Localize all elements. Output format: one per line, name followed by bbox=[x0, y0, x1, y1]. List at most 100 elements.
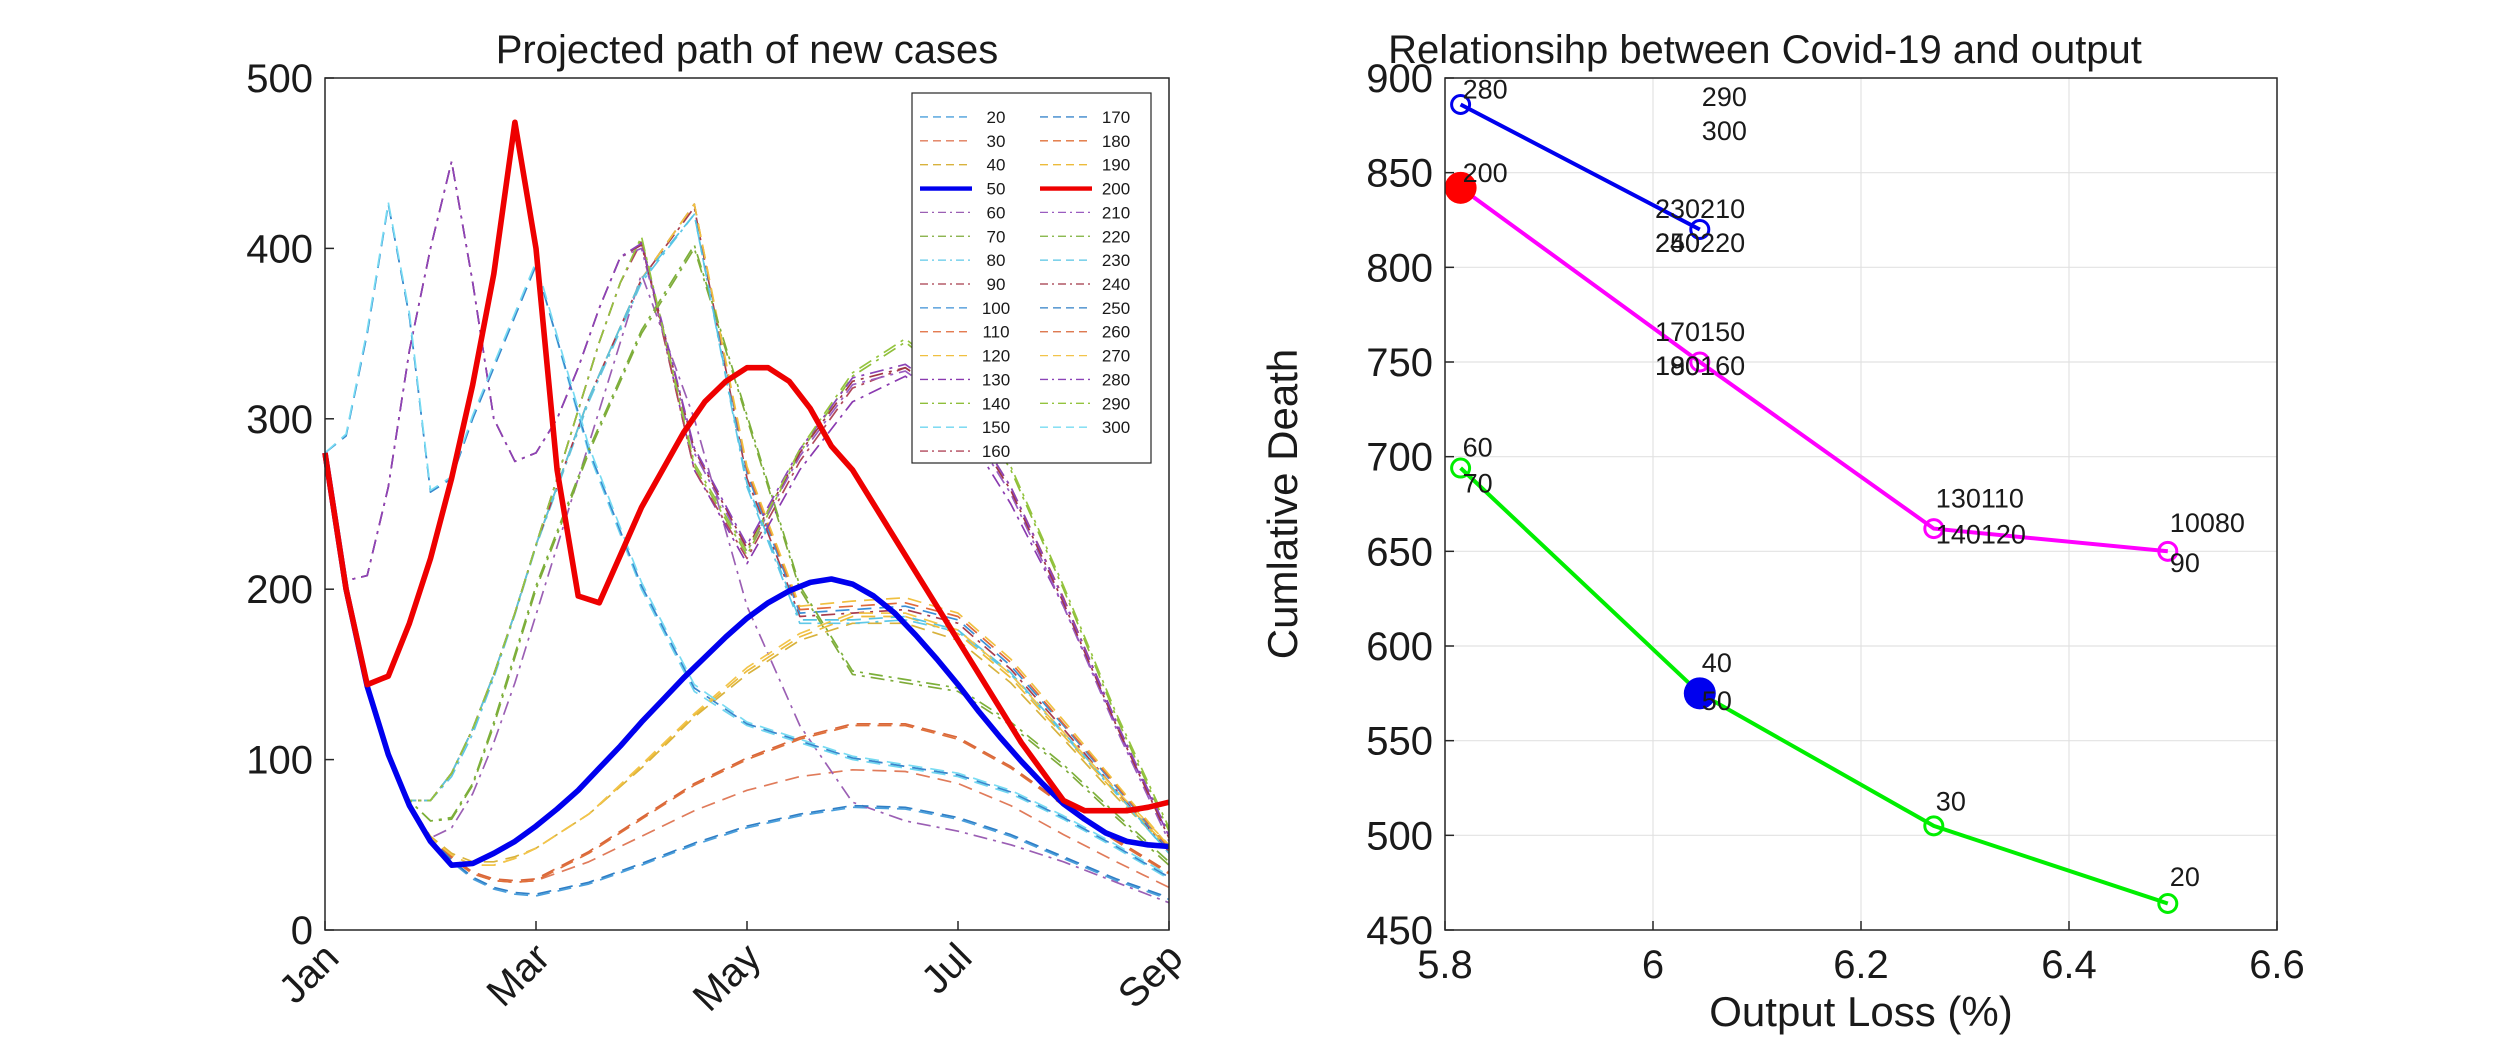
point-label: 10080 bbox=[2170, 508, 2245, 538]
y-tick-label: 450 bbox=[1366, 909, 1433, 953]
series-line-80 bbox=[324, 213, 1170, 854]
legend-label-190: 190 bbox=[1102, 156, 1130, 175]
legend-label-110: 110 bbox=[982, 323, 1009, 342]
legend-label-60: 60 bbox=[987, 203, 1006, 222]
point-label: 250 bbox=[1655, 228, 1700, 258]
point-label: 140120 bbox=[1936, 519, 2026, 549]
x-tick-label: 6.6 bbox=[2249, 943, 2305, 987]
series-line-0 bbox=[1459, 102, 1701, 232]
y-tick-label: 800 bbox=[1366, 246, 1433, 290]
point-label: 50 bbox=[1702, 686, 1732, 716]
legend-label-70: 70 bbox=[987, 227, 1006, 246]
legend-label-150: 150 bbox=[982, 418, 1010, 437]
series-line-50 bbox=[322, 452, 1170, 869]
point-label: 230210 bbox=[1655, 194, 1745, 224]
right-chart-title: Relationsihp between Covid-19 and output bbox=[1388, 28, 2142, 72]
series-marker-2 bbox=[2157, 892, 2179, 914]
series-marker-0 bbox=[1450, 94, 1472, 116]
series-marker-1 bbox=[1689, 351, 1711, 373]
y-tick-label: 850 bbox=[1366, 152, 1433, 196]
series-line-220 bbox=[324, 244, 1170, 863]
point-label: 300 bbox=[1702, 116, 1747, 146]
legend-box bbox=[911, 92, 1152, 464]
point-label: 240220 bbox=[1655, 228, 1745, 258]
x-tick-label: 6.4 bbox=[2041, 943, 2097, 987]
legend-label-240: 240 bbox=[1102, 275, 1130, 294]
x-tick-label: 6.2 bbox=[1833, 943, 1889, 987]
series-marker-1 bbox=[2157, 540, 2179, 562]
series-line-2 bbox=[1459, 466, 2169, 906]
legend-label-270: 270 bbox=[1102, 347, 1130, 366]
legend-label-230: 230 bbox=[1102, 251, 1130, 270]
series-line-300 bbox=[324, 201, 1170, 877]
y-tick-label: 300 bbox=[246, 398, 313, 442]
series-line-70 bbox=[324, 247, 1170, 866]
legend-label-300: 300 bbox=[1102, 418, 1130, 437]
point-label: 60 bbox=[1463, 432, 1493, 462]
y-tick-label: 500 bbox=[1366, 814, 1433, 858]
legend-label-180: 180 bbox=[1102, 132, 1130, 151]
point-label: 20 bbox=[2170, 862, 2200, 892]
y-tick-label: 700 bbox=[1366, 436, 1433, 480]
highlight-point bbox=[1444, 171, 1477, 204]
y-tick-label: 600 bbox=[1366, 625, 1433, 669]
legend-label-260: 260 bbox=[1102, 323, 1130, 342]
legend-label-210: 210 bbox=[1102, 203, 1130, 222]
point-label: 130110 bbox=[1936, 483, 2024, 513]
legend-label-80: 80 bbox=[987, 251, 1006, 270]
legend-label-290: 290 bbox=[1102, 394, 1130, 413]
right-series-points bbox=[1444, 94, 2179, 914]
y-tick-label: 650 bbox=[1366, 530, 1433, 574]
legend-label-250: 250 bbox=[1102, 299, 1130, 318]
legend-label-90: 90 bbox=[987, 275, 1006, 294]
series-line-20 bbox=[324, 452, 1170, 901]
y-tick-label: 400 bbox=[246, 227, 313, 271]
x-tick-label: 6 bbox=[1642, 943, 1664, 987]
point-label: 200 bbox=[1463, 158, 1508, 188]
legend-label-30: 30 bbox=[987, 132, 1006, 151]
point-label: 40 bbox=[1702, 648, 1732, 678]
legend-label-20: 20 bbox=[987, 108, 1006, 127]
series-marker-0 bbox=[1689, 218, 1711, 240]
legend-label-170: 170 bbox=[1102, 108, 1130, 127]
legend-label-50: 50 bbox=[987, 180, 1006, 199]
legend-label-40: 40 bbox=[987, 156, 1006, 175]
y-tick-label: 100 bbox=[246, 739, 313, 783]
series-marker-1 bbox=[1923, 518, 1945, 540]
legend-label-280: 280 bbox=[1102, 370, 1130, 389]
y-tick-label: 500 bbox=[246, 57, 313, 101]
x-tick-label: 5.8 bbox=[1417, 943, 1473, 987]
point-label: 90 bbox=[2170, 548, 2200, 578]
series-line-200 bbox=[322, 119, 1170, 814]
point-label: 290 bbox=[1702, 82, 1747, 112]
right-series-lines bbox=[1459, 102, 2169, 906]
series-marker-2 bbox=[1450, 457, 1472, 479]
right-x-axis-label: Output Loss (%) bbox=[1709, 988, 2012, 1035]
legend-label-160: 160 bbox=[982, 442, 1010, 461]
y-tick-label: 0 bbox=[291, 909, 313, 953]
legend-label-100: 100 bbox=[982, 299, 1010, 318]
right-x-ticks: 5.8 6 6.2 6.4 6.6 bbox=[1417, 921, 2305, 987]
legend-label-140: 140 bbox=[982, 394, 1010, 413]
legend-label-120: 120 bbox=[982, 347, 1010, 366]
right-y-ticks: 450 500 550 600 650 700 750 800 850 900 bbox=[1366, 57, 1454, 953]
point-label: 280 bbox=[1463, 75, 1508, 105]
point-label: 190 bbox=[1655, 351, 1700, 381]
point-label: 30 bbox=[1936, 786, 1966, 816]
point-label: 70 bbox=[1463, 468, 1493, 498]
series-line-30 bbox=[324, 452, 1170, 889]
left-chart-title: Projected path of new cases bbox=[496, 28, 999, 72]
highlight-point bbox=[1683, 677, 1716, 710]
legend-label-130: 130 bbox=[982, 370, 1010, 389]
series-marker-2 bbox=[1923, 815, 1945, 837]
left-chart: Projected path of new cases 0 100 200 300 40… bbox=[246, 28, 1191, 1020]
right-point-labels: 280 2903002002302102502402201701501801601… bbox=[1463, 75, 2245, 893]
y-tick-label: 200 bbox=[246, 568, 313, 612]
left-legend: 20 30 40 50 60 70 80 90 100 110 120 130 140 150 160 170… bbox=[911, 92, 1152, 464]
point-label: 170150 bbox=[1655, 317, 1745, 347]
right-y-axis-label: Cumlative Death bbox=[1259, 349, 1306, 659]
series-line-1 bbox=[1459, 186, 2168, 554]
y-tick-label: 900 bbox=[1366, 57, 1433, 101]
legend-label-200: 200 bbox=[1102, 180, 1130, 199]
